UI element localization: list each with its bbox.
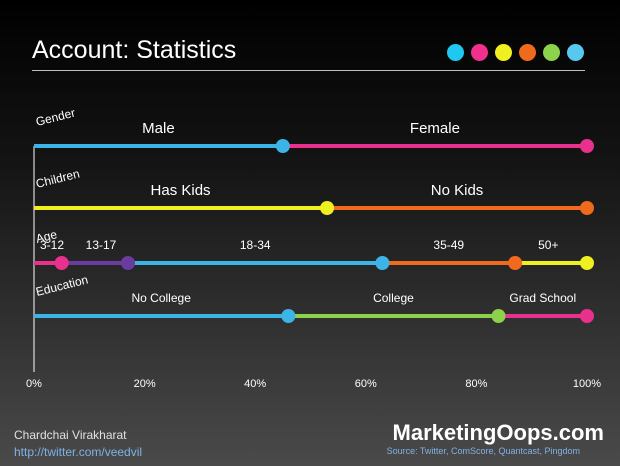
- palette-dot-1: [447, 44, 464, 61]
- x-tick-label: 0%: [26, 378, 42, 390]
- segment-end-marker: [580, 139, 594, 153]
- category-label: 18-34: [240, 238, 271, 252]
- x-tick-label: 60%: [355, 378, 377, 390]
- brand-logo-text: MarketingOops.com: [392, 420, 604, 445]
- x-tick-label: 100%: [573, 378, 601, 390]
- source-credits: Source: Twitter, ComScore, Quantcast, Pi…: [386, 446, 580, 456]
- category-label: College: [373, 291, 414, 305]
- x-tick-label: 20%: [134, 378, 156, 390]
- row-label-education: Education: [34, 272, 89, 298]
- palette-dot-4: [519, 44, 536, 61]
- category-label: No College: [132, 291, 192, 305]
- author-twitter-link[interactable]: http://twitter.com/veedvil: [14, 445, 143, 459]
- palette-dot-6: [567, 44, 584, 61]
- category-label: 13-17: [86, 238, 117, 252]
- segment-end-marker: [491, 309, 506, 323]
- author-name: Chardchai Virakharat: [14, 428, 127, 442]
- category-label: Female: [410, 120, 460, 137]
- segment-end-marker: [580, 309, 594, 323]
- palette-dot-5: [543, 44, 560, 61]
- row-label-gender: Gender: [34, 106, 76, 129]
- palette-dot-3: [495, 44, 512, 61]
- segment-end-marker: [121, 256, 136, 270]
- color-palette-dots: [447, 44, 591, 62]
- page-title: Account: Statistics: [32, 36, 237, 64]
- segment-end-marker: [320, 201, 335, 215]
- segment-end-marker: [275, 139, 290, 153]
- x-tick-label: 80%: [465, 378, 487, 390]
- segment-end-marker: [508, 256, 523, 270]
- segment-end-marker: [580, 201, 594, 215]
- segment-end-marker: [580, 256, 594, 270]
- palette-dot-2: [471, 44, 488, 61]
- category-label: 3-12: [40, 238, 64, 252]
- category-label: No Kids: [431, 182, 484, 199]
- row-label-age: Age: [34, 227, 58, 246]
- segment-end-marker: [375, 256, 390, 270]
- segment-end-marker: [281, 309, 296, 323]
- category-label: Has Kids: [151, 182, 211, 199]
- category-label: Male: [142, 120, 175, 137]
- category-label: 50+: [538, 238, 558, 252]
- x-tick-label: 40%: [244, 378, 266, 390]
- title-divider: [32, 70, 585, 71]
- category-label: 35-49: [433, 238, 464, 252]
- row-label-children: Children: [34, 167, 81, 191]
- segment-end-marker: [54, 256, 69, 270]
- category-label: Grad School: [509, 291, 576, 305]
